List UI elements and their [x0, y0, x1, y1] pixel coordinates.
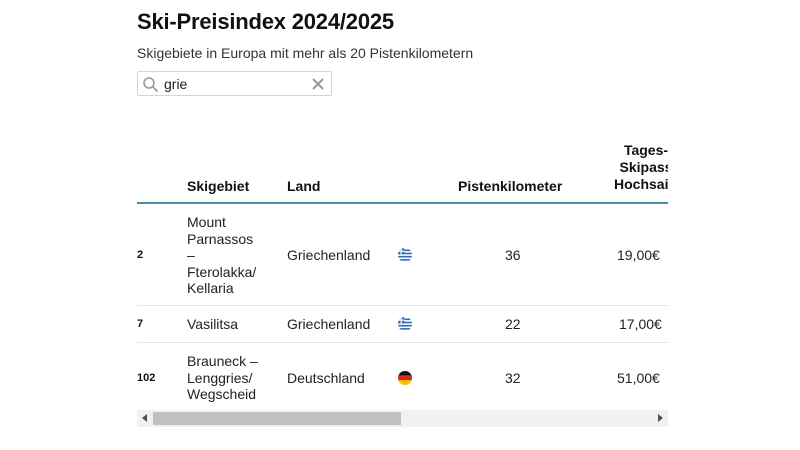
land-cell: Griechenland — [287, 247, 371, 263]
skigebiet-line: Parnassos — [187, 230, 254, 247]
skigebiet-line: Brauneck – — [187, 353, 258, 369]
skigebiet-line: Mount — [187, 214, 226, 230]
search-box[interactable] — [137, 71, 332, 96]
skigebiet-line: Vasilitsa — [187, 316, 239, 332]
column-header-land[interactable]: Land — [287, 178, 321, 194]
skigebiet-line: – — [187, 247, 195, 263]
skigebiet-cell: Brauneck – Lenggries/ Wegscheid — [187, 353, 258, 403]
column-header-tagesskipass-line1: Tages- — [623, 142, 668, 158]
price-cell: 51,00€ — [617, 370, 660, 386]
skigebiet-line: Lenggries/ — [187, 369, 253, 386]
pistenkilometer-cell: 32 — [505, 370, 521, 386]
column-header-tagesskipass-line3: Hochsaison — [614, 176, 668, 192]
price-cell: 17,00€ — [619, 316, 662, 332]
close-icon[interactable] — [311, 77, 325, 91]
horizontal-scrollbar[interactable] — [137, 410, 668, 427]
page-title: Ski-Preisindex 2024/2025 — [137, 9, 394, 34]
skigebiet-line: Wegscheid — [187, 386, 257, 402]
rank-cell: 7 — [137, 318, 144, 330]
skigebiet-line: Kellaria — [187, 280, 234, 296]
scroll-right-icon[interactable] — [658, 414, 663, 422]
search-input[interactable] — [164, 74, 304, 94]
skigebiet-cell: Mount Parnassos – Fterolakka/ Kellaria — [187, 214, 256, 297]
scroll-left-icon[interactable] — [142, 414, 147, 422]
skigebiet-line: Fterolakka/ — [187, 263, 257, 280]
price-cell: 19,00€ — [617, 247, 660, 263]
greece-flag-icon — [398, 317, 412, 331]
search-icon — [143, 77, 158, 92]
column-header-skigebiet[interactable]: Skigebiet — [187, 178, 250, 194]
header-rule — [137, 202, 668, 204]
scrollbar-thumb[interactable] — [153, 412, 401, 425]
rank-cell: 102 — [137, 372, 156, 384]
page-subtitle: Skigebiete in Europa mit mehr als 20 Pis… — [137, 45, 474, 61]
results-table: Skigebiet Land Pistenkilometer Tages- Sk… — [137, 130, 668, 405]
skigebiet-cell: Vasilitsa — [187, 316, 238, 333]
germany-flag-icon — [398, 371, 412, 385]
pistenkilometer-cell: 22 — [505, 316, 521, 332]
rank-cell: 2 — [137, 249, 144, 261]
pistenkilometer-cell: 36 — [505, 247, 521, 263]
column-header-tagesskipass-line2: Skipass — [619, 159, 668, 175]
column-header-pistenkilometer[interactable]: Pistenkilometer — [458, 178, 563, 194]
column-header-tagesskipass[interactable]: Tages- Skipass Hochsaison — [592, 142, 668, 193]
land-cell: Griechenland — [287, 316, 371, 332]
greece-flag-icon — [398, 248, 412, 262]
row-divider — [137, 305, 668, 306]
land-cell: Deutschland — [287, 370, 365, 386]
row-divider — [137, 342, 668, 343]
